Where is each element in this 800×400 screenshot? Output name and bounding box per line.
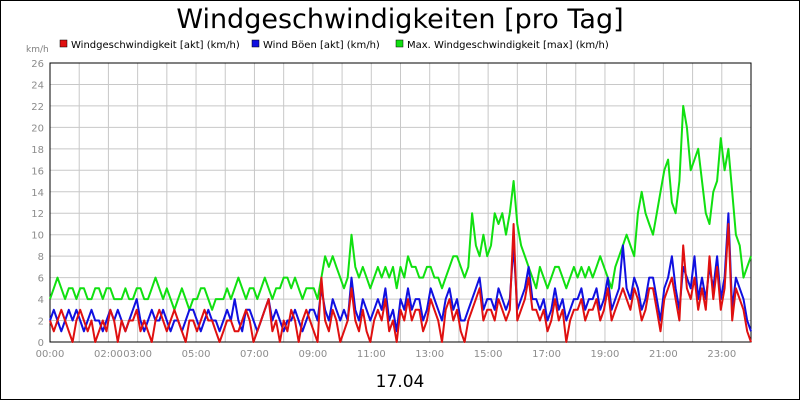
y-tick-label: 6 bbox=[38, 274, 44, 285]
plot-area-border bbox=[49, 62, 752, 343]
y-tick-label: 18 bbox=[31, 145, 44, 156]
y-tick-label: 16 bbox=[31, 166, 44, 177]
y-axis-unit-label: km/h bbox=[26, 45, 49, 55]
y-tick-label: 14 bbox=[31, 188, 44, 199]
x-tick-label: 15:00 bbox=[474, 349, 503, 360]
series-line bbox=[49, 223, 752, 343]
grid-lines bbox=[50, 63, 751, 342]
y-tick-label: 12 bbox=[31, 209, 44, 220]
x-tick-label: 00:00 bbox=[36, 349, 65, 360]
x-tick-label: 07:00 bbox=[240, 349, 269, 360]
y-tick-label: 0 bbox=[38, 338, 44, 349]
y-tick-label: 4 bbox=[38, 295, 44, 306]
y-tick-label: 22 bbox=[31, 102, 44, 113]
series-line bbox=[49, 212, 752, 333]
y-tick-label: 10 bbox=[31, 231, 44, 242]
x-tick-label: 05:00 bbox=[182, 349, 211, 360]
chart-title: Windgeschwindigkeiten [pro Tag] bbox=[176, 4, 623, 35]
x-axis-ticks: 00:00 02:00 03:00 05:00 07:00 09:00 11:00 13:00… bbox=[36, 349, 737, 360]
legend: Windgeschwindigkeit [akt] (km/h) Wind Böe… bbox=[59, 39, 609, 51]
x-tick-label: 23:00 bbox=[707, 349, 736, 360]
x-tick-label: 17:00 bbox=[532, 349, 561, 360]
y-tick-label: 20 bbox=[31, 123, 44, 134]
y-tick-label: 26 bbox=[31, 59, 44, 70]
y-tick-label: 2 bbox=[38, 317, 44, 328]
x-tick-label: 19:00 bbox=[591, 349, 620, 360]
x-tick-label: 02:00 bbox=[94, 349, 123, 360]
x-tick-label: 13:00 bbox=[415, 349, 444, 360]
date-label: 17.04 bbox=[376, 372, 425, 392]
legend-swatch bbox=[59, 39, 68, 48]
series-lines bbox=[49, 104, 752, 343]
x-tick-label: 21:00 bbox=[649, 349, 678, 360]
x-tick-label: 03:00 bbox=[123, 349, 152, 360]
legend-label: Max. Windgeschwindigkeit [max] (km/h) bbox=[407, 40, 609, 51]
legend-label: Windgeschwindigkeit [akt] (km/h) bbox=[71, 40, 240, 51]
legend-swatch bbox=[251, 39, 260, 48]
legend-swatch bbox=[395, 39, 404, 48]
legend-label: Wind Böen [akt] (km/h) bbox=[263, 40, 380, 51]
series-line bbox=[49, 104, 752, 311]
y-tick-label: 24 bbox=[31, 80, 44, 91]
y-tick-label: 8 bbox=[38, 252, 44, 263]
x-tick-label: 09:00 bbox=[298, 349, 327, 360]
x-tick-label: 11:00 bbox=[357, 349, 386, 360]
